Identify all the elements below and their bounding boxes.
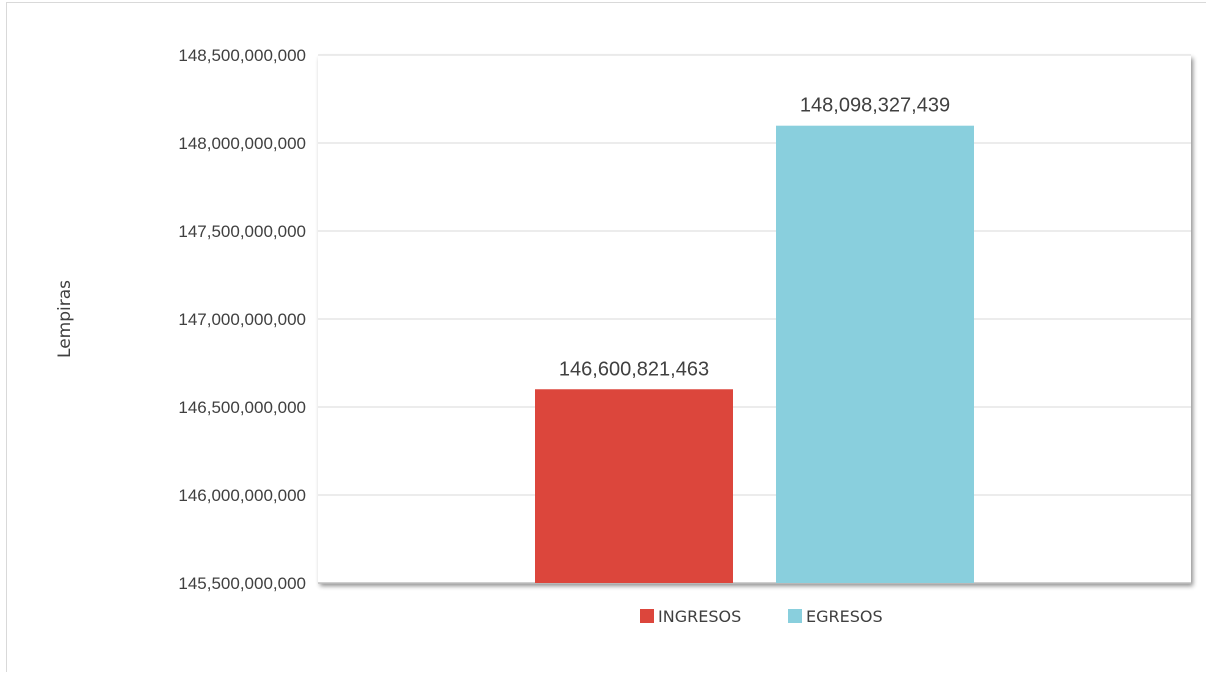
legend-swatch-ingresos	[640, 609, 654, 623]
y-tick-label: 147,000,000,000	[178, 310, 306, 329]
y-axis-tick-labels: 145,500,000,000 146,000,000,000 146,500,00…	[178, 46, 306, 593]
y-tick-label: 148,000,000,000	[178, 134, 306, 153]
legend-label-egresos: EGRESOS	[806, 607, 883, 626]
y-axis-title: Lempiras	[55, 280, 75, 358]
chart-frame	[6, 2, 1206, 672]
y-tick-label: 146,000,000,000	[178, 486, 306, 505]
y-tick-label: 145,500,000,000	[178, 574, 306, 593]
bar-egresos	[776, 125, 974, 584]
legend-label-ingresos: INGRESOS	[658, 607, 741, 626]
data-label-ingresos: 146,600,821,463	[559, 358, 709, 380]
data-labels: 146,600,821,463 148,098,327,439	[559, 95, 950, 381]
y-tick-label: 146,500,000,000	[178, 398, 306, 417]
data-label-egresos: 148,098,327,439	[800, 95, 950, 117]
bar-ingresos	[535, 389, 733, 583]
y-tick-label: 148,500,000,000	[178, 46, 306, 65]
y-tick-label: 147,500,000,000	[178, 222, 306, 241]
legend: INGRESOS EGRESOS	[640, 607, 883, 626]
legend-swatch-egresos	[788, 609, 802, 623]
gridlines	[318, 54, 1191, 584]
bars	[535, 125, 974, 584]
